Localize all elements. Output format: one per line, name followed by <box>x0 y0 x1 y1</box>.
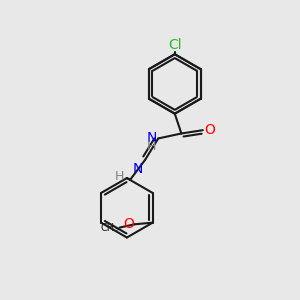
Text: H: H <box>146 140 156 153</box>
Text: CH₃: CH₃ <box>100 223 118 232</box>
Text: Cl: Cl <box>168 38 182 52</box>
Text: O: O <box>205 123 215 137</box>
Text: O: O <box>123 217 134 231</box>
Text: N: N <box>133 162 143 176</box>
Text: N: N <box>146 131 157 146</box>
Text: H: H <box>115 170 124 183</box>
